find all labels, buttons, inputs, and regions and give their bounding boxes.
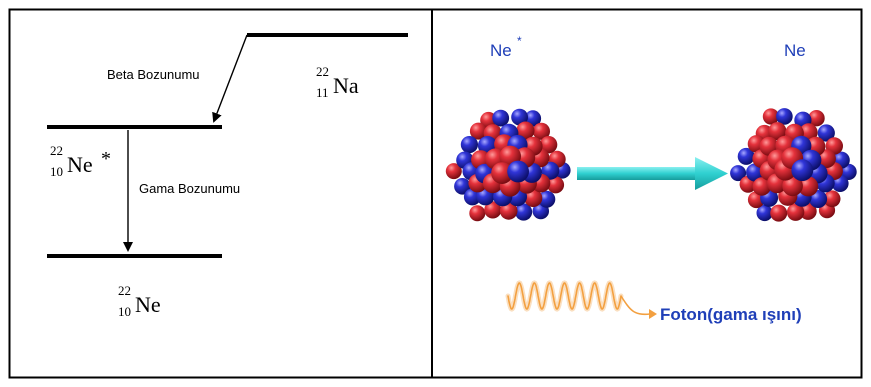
proton bbox=[532, 122, 551, 140]
neutron bbox=[756, 204, 773, 222]
ne-label: Ne bbox=[784, 41, 806, 60]
ne-ground-symbol: Ne bbox=[135, 292, 161, 317]
proton bbox=[445, 163, 462, 180]
neutron bbox=[746, 163, 765, 182]
ne-ground-mass-number: 22 bbox=[118, 283, 131, 298]
proton bbox=[484, 201, 502, 219]
proton bbox=[823, 190, 841, 208]
photon-wave bbox=[505, 280, 657, 319]
proton bbox=[798, 176, 819, 197]
na-atomic-number: 11 bbox=[316, 85, 329, 100]
proton bbox=[524, 188, 543, 208]
transition-arrow-head bbox=[695, 157, 728, 190]
neutron bbox=[511, 108, 528, 126]
ne-22-ground-nuclide: 22 10 Ne bbox=[118, 283, 161, 319]
proton bbox=[808, 110, 825, 127]
neutron bbox=[737, 147, 755, 165]
ne-excited-label-mark: * bbox=[517, 34, 522, 48]
ne-excited-symbol: Ne bbox=[67, 152, 93, 177]
ne-22-excited-nuclide: 22 10 Ne * bbox=[50, 143, 111, 179]
gamma-decay-label: Gama Bozunumu bbox=[139, 181, 240, 196]
neutron bbox=[507, 160, 529, 183]
proton bbox=[469, 205, 486, 222]
proton bbox=[799, 202, 817, 220]
na-symbol: Na bbox=[333, 73, 359, 98]
proton bbox=[782, 175, 803, 197]
ne-ground-atomic-number: 10 bbox=[118, 304, 131, 319]
proton bbox=[786, 203, 805, 221]
neutron bbox=[791, 159, 814, 182]
neutron bbox=[817, 124, 835, 142]
photon-wave-line bbox=[507, 282, 622, 310]
na-22-nuclide: 22 11 Na bbox=[316, 64, 359, 100]
ne-excited-mark: * bbox=[101, 148, 111, 170]
neutron bbox=[541, 161, 560, 180]
beta-decay-label: Beta Bozunumu bbox=[107, 67, 200, 82]
neutron bbox=[515, 203, 533, 221]
neutron bbox=[730, 165, 747, 182]
photon-wave-arrowhead bbox=[649, 309, 657, 319]
transition-arrow bbox=[577, 157, 728, 190]
na-mass-number: 22 bbox=[316, 64, 329, 79]
proton bbox=[499, 202, 518, 220]
ne-excited-atomic-number: 10 bbox=[50, 164, 63, 179]
neutron bbox=[776, 108, 793, 125]
proton bbox=[469, 122, 487, 140]
proton bbox=[547, 176, 565, 194]
nucleus-ground bbox=[730, 108, 857, 222]
gamma-emission-illustration: Ne * Ne Foton(gama ışını) bbox=[445, 34, 857, 324]
energy-level-diagram: Beta Bozunumu Gama Bozunumu 22 11 Na 22 … bbox=[47, 33, 408, 319]
beta-decay-arrow bbox=[212, 34, 248, 123]
proton bbox=[491, 162, 513, 185]
neutron bbox=[463, 188, 481, 206]
transition-arrow-shaft bbox=[577, 167, 697, 180]
photon-label: Foton(gama ışını) bbox=[660, 305, 802, 324]
proton bbox=[539, 136, 558, 154]
neutron bbox=[492, 109, 510, 127]
proton bbox=[516, 121, 535, 140]
neutron bbox=[538, 190, 556, 208]
ne-excited-mass-number: 22 bbox=[50, 143, 63, 158]
proton bbox=[752, 177, 771, 196]
proton bbox=[768, 122, 787, 141]
photon-wave-tail bbox=[620, 295, 651, 316]
neutron bbox=[454, 178, 471, 195]
figure-border bbox=[8, 8, 863, 379]
ne-excited-label: Ne bbox=[490, 41, 512, 60]
proton bbox=[762, 108, 780, 125]
proton bbox=[770, 204, 788, 222]
nucleus-excited bbox=[445, 108, 571, 222]
neutron bbox=[460, 136, 478, 154]
